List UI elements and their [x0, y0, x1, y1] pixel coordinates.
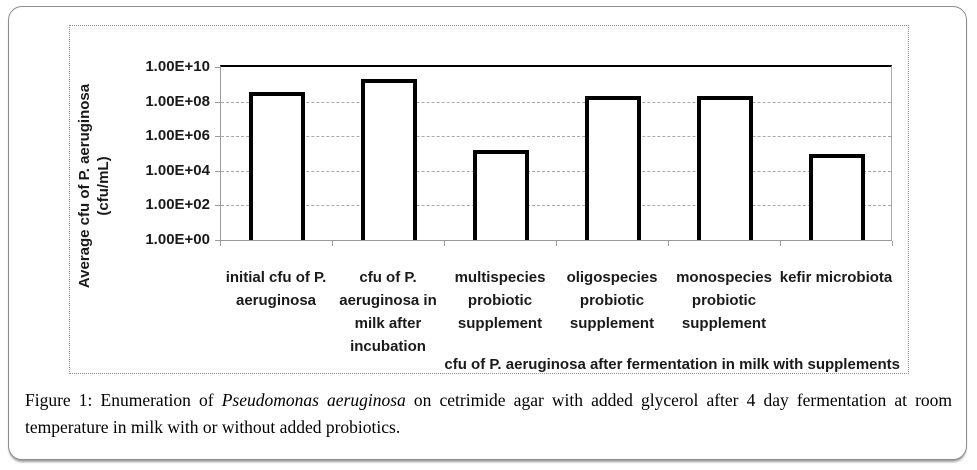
y-tick-mark-0 [215, 67, 220, 68]
y-tick-mark-2 [215, 136, 220, 138]
y-tick-label-0: 1.00E+10 [145, 58, 210, 75]
y-tick-label-3: 1.00E+04 [145, 161, 210, 179]
caption-text-1: Enumeration of [92, 390, 222, 410]
y-tick-label-1: 1.00E+08 [145, 92, 210, 110]
x-tick-mark-0 [220, 241, 221, 246]
chart-area: Average cfu of P. aeruginosa (cfu/mL) 1.… [69, 25, 909, 374]
bar-5 [809, 153, 865, 240]
category-label-3: oligospecies probiotic supplement [566, 269, 658, 332]
y-axis-title: Average cfu of P. aeruginosa (cfu/mL) [70, 36, 118, 336]
figure-caption: Figure 1: Enumeration of Pseudomonas aer… [25, 387, 952, 441]
bar-3 [585, 95, 641, 240]
y-tick-mark-3 [215, 170, 220, 172]
figure-card: Average cfu of P. aeruginosa (cfu/mL) 1.… [8, 6, 967, 460]
category-label-2: multispecies probiotic supplement [454, 269, 546, 332]
y-tick-label-5: 1.00E+00 [145, 231, 210, 248]
bar-4 [697, 95, 753, 240]
gridline-1 [221, 101, 891, 103]
bar-1 [361, 79, 417, 240]
category-label-0: initial cfu of P. aeruginosa [225, 269, 327, 309]
x-tick-mark-4 [668, 241, 669, 246]
caption-figure-number: Figure 1: [25, 390, 93, 410]
y-tick-mark-5 [215, 240, 220, 241]
y-tick-label-4: 1.00E+02 [145, 196, 210, 214]
bar-0 [249, 92, 305, 240]
y-axis-title-line1: Average cfu of P. aeruginosa [76, 83, 93, 289]
category-label-5: kefir microbiota [779, 269, 893, 286]
x-tick-mark-2 [444, 241, 445, 246]
bar-2 [473, 149, 529, 240]
plot-inner [221, 67, 891, 240]
y-axis-title-line2: (cfu/mL) [95, 156, 112, 216]
x-tick-mark-3 [556, 241, 557, 246]
x-tick-mark-6 [892, 241, 893, 246]
category-label-4: monospecies probiotic supplement [676, 269, 772, 332]
caption-species-italic: Pseudomonas aeruginosa [221, 390, 406, 410]
y-tick-mark-1 [215, 101, 220, 103]
caption-text-2: on cetrimide agar with added glycerol af… [25, 390, 953, 437]
x-tick-mark-1 [332, 241, 333, 246]
x-tick-mark-5 [780, 241, 781, 246]
category-label-1: cfu of P. aeruginosa in milk after incub… [339, 269, 437, 355]
x-axis-title: cfu of P. aeruginosa after fermentation … [444, 356, 900, 373]
gridline-4 [221, 205, 891, 207]
gridline-2 [221, 136, 891, 138]
gridline-3 [221, 170, 891, 172]
y-tick-mark-4 [215, 205, 220, 207]
y-tick-label-2: 1.00E+06 [145, 127, 210, 145]
plot-area [220, 65, 892, 241]
